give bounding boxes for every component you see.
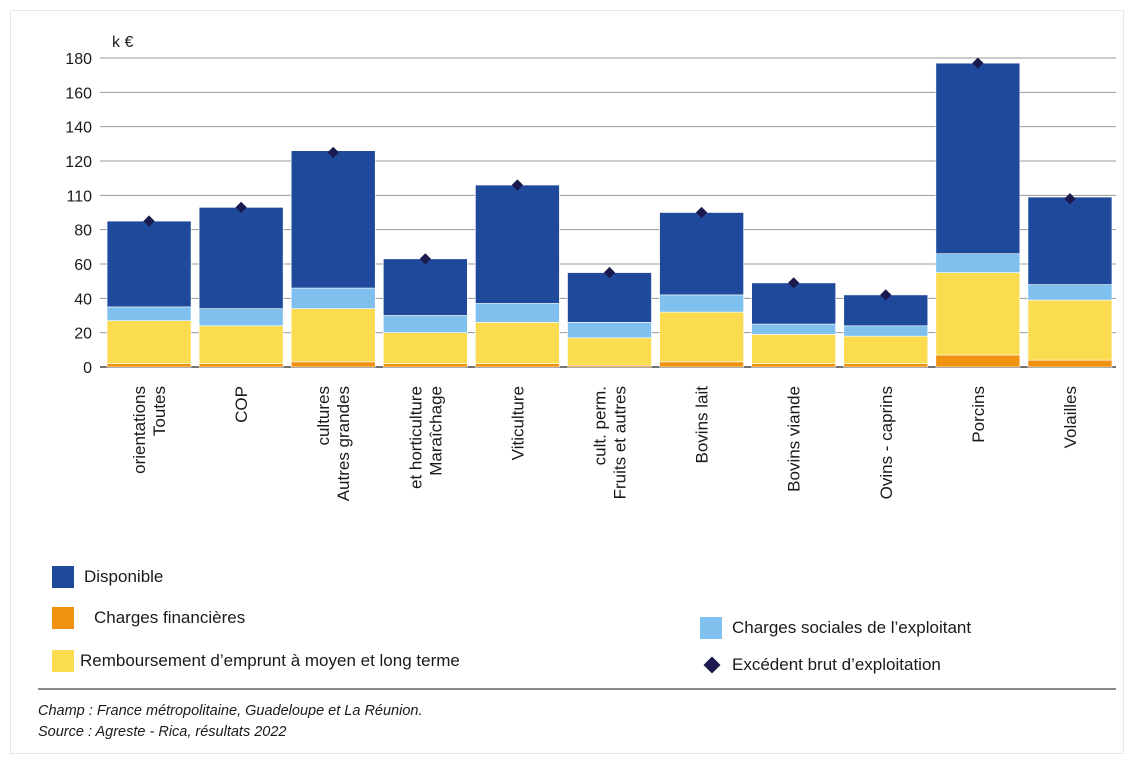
y-tick-label: 180 — [65, 51, 92, 68]
bar-segment — [1027, 284, 1113, 301]
legend-item-remboursement: Remboursement d’emprunt à moyen et long … — [52, 650, 460, 672]
bar-segment — [843, 335, 929, 364]
legend-swatch-charges-sociales — [700, 617, 722, 639]
ebe-marker — [235, 201, 247, 214]
bar-segment — [843, 325, 929, 337]
ebe-marker — [788, 277, 800, 289]
bar-segment — [383, 258, 468, 316]
legend-label-disponible: Disponible — [84, 567, 164, 586]
bar-segment — [475, 363, 560, 368]
ebe-marker — [143, 215, 155, 227]
legend-label-ebe: Excédent brut d’exploitation — [732, 655, 941, 674]
bar-segment — [659, 212, 744, 296]
y-tick-label: 120 — [65, 154, 92, 171]
y-axis-unit-label: k € — [112, 34, 133, 51]
bar-segment — [567, 337, 652, 366]
note-champ: Champ : France métropolitaine, Guadeloup… — [38, 703, 423, 719]
bar-segment — [475, 322, 560, 364]
bar-segment — [751, 334, 836, 364]
bar-segment — [567, 272, 652, 323]
y-tick-label: 160 — [65, 85, 92, 102]
y-tick-label: 0 — [83, 360, 92, 377]
bar-segment — [935, 354, 1021, 368]
bar-segment — [106, 306, 192, 321]
x-tick-label: Toutesorientations — [130, 386, 169, 474]
bar-segment — [1027, 299, 1113, 361]
bar-segment — [475, 303, 560, 323]
bar-segment — [1027, 196, 1113, 285]
legend-item-ebe: Excédent brut d’exploitation — [700, 655, 941, 675]
bar-segment — [198, 363, 284, 368]
ebe-marker — [880, 289, 892, 301]
bar-segment — [659, 311, 744, 363]
x-tick-label: Bovins lait — [693, 386, 712, 464]
figure-frame — [10, 10, 1124, 754]
y-tick-label: 40 — [74, 291, 92, 308]
ebe-marker — [603, 266, 616, 279]
bar-segment — [106, 363, 192, 368]
y-tick-label: 80 — [74, 223, 92, 240]
bar-segment — [383, 332, 468, 364]
y-tick-label: 110 — [66, 188, 92, 205]
bar-segment — [935, 253, 1021, 273]
bar-segment — [659, 294, 744, 313]
legend-label-charges-financieres: Charges financières — [94, 608, 246, 627]
bar-segment — [198, 207, 284, 309]
legend-swatch-remboursement — [52, 650, 74, 672]
ebe-marker — [419, 253, 431, 265]
legend-label-charges-sociales: Charges sociales de l’exploitant — [732, 618, 972, 637]
y-tick-label: 60 — [74, 257, 92, 274]
x-tick-label: Volailles — [1061, 386, 1080, 448]
legend-item-charges-financieres: Charges financières — [52, 607, 245, 629]
bar-segment — [751, 323, 836, 335]
bar-segment — [290, 361, 376, 368]
x-tick-label: Bovins viande — [785, 386, 804, 492]
bar-segment — [290, 287, 376, 309]
bar-segment — [106, 320, 192, 364]
divider — [38, 688, 1116, 690]
bar-segment — [751, 363, 836, 368]
bar-segment — [383, 315, 468, 333]
bar-segment — [198, 325, 284, 364]
x-tick-label: Porcins — [969, 386, 988, 443]
bar-segment — [843, 363, 929, 368]
bar-segment — [290, 308, 376, 363]
bar-segment — [935, 62, 1021, 255]
ebe-marker — [511, 179, 524, 191]
diamond-icon — [703, 656, 721, 674]
ebe-marker — [1064, 193, 1076, 205]
ebe-marker — [695, 206, 708, 219]
bar-segment — [106, 220, 192, 308]
y-tick-label: 140 — [65, 120, 92, 137]
y-axis-ticks: 0 20 40 60 80 110 120 140 160 180 — [65, 51, 92, 377]
legend-swatch-charges-financieres — [52, 607, 74, 629]
legend-swatch-disponible — [52, 566, 74, 588]
x-tick-label: Autres grandescultures — [314, 386, 353, 501]
y-tick-label: 20 — [74, 326, 92, 343]
legend-item-disponible: Disponible — [52, 566, 163, 588]
bar-segment — [475, 184, 560, 304]
bar-segment — [567, 322, 652, 339]
x-axis-labels: Toutesorientations COP Autres grandescultu… — [130, 386, 1080, 502]
bar-segment — [383, 363, 468, 368]
bar-segment — [290, 150, 376, 289]
bar-segment — [198, 308, 284, 327]
legend-item-charges-sociales: Charges sociales de l’exploitant — [700, 617, 971, 639]
ebe-marker — [327, 146, 339, 159]
bar-segment — [659, 361, 744, 368]
note-source: Source : Agreste - Rica, résultats 2022 — [38, 724, 287, 740]
stacked-bar-chart: k € 0 20 40 60 80 110 120 140 160 180 Toutesorien… — [65, 34, 1116, 502]
bar-segment — [1027, 359, 1113, 368]
legend-label-remboursement: Remboursement d’emprunt à moyen et long … — [80, 651, 460, 670]
x-tick-label: Maraîchageet horticulture — [406, 386, 445, 489]
x-tick-label: COP — [232, 386, 251, 423]
x-tick-label: Ovins - caprins — [877, 386, 896, 499]
x-tick-label: Fruits et autrescult. perm. — [591, 386, 630, 499]
bar-segment — [935, 272, 1021, 356]
bar-segment — [751, 282, 836, 325]
bars — [106, 62, 1113, 368]
x-tick-label: Viticulture — [508, 386, 527, 460]
